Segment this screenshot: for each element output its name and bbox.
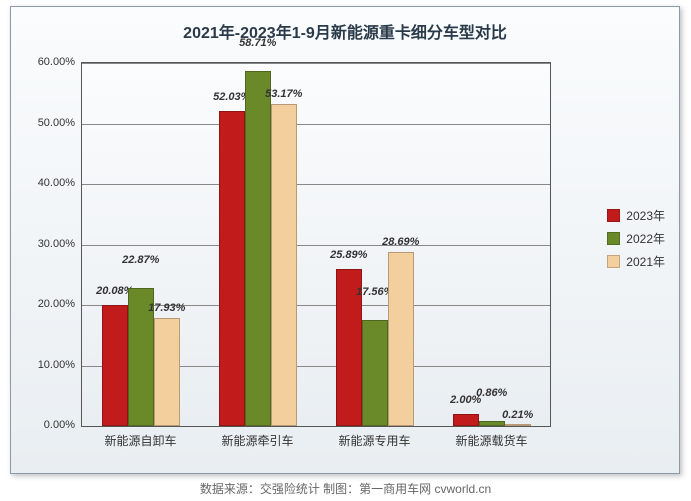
bar xyxy=(388,252,414,426)
legend-item: 2021年 xyxy=(607,253,665,270)
legend-item: 2022年 xyxy=(607,230,665,247)
ytick-label: 40.00% xyxy=(20,177,75,189)
ytick-label: 0.00% xyxy=(20,419,75,431)
xtick-label: 新能源牵引车 xyxy=(199,426,316,449)
xtick-label: 新能源自卸车 xyxy=(82,426,199,449)
bar-value-label: 22.87% xyxy=(122,254,159,266)
bar-group: 2.00%0.86%0.21%新能源载货车 xyxy=(433,63,550,426)
bar xyxy=(362,320,388,426)
footer-source: 数据来源：交强险统计 制图：第一商用车网 cvworld.cn xyxy=(0,480,691,497)
bar xyxy=(219,111,245,426)
legend: 2023年 2022年 2021年 xyxy=(607,207,665,276)
bar-value-label: 17.93% xyxy=(148,302,185,314)
xtick-label: 新能源载货车 xyxy=(433,426,550,449)
ytick-label: 60.00% xyxy=(20,56,75,68)
ytick-label: 50.00% xyxy=(20,117,75,129)
bar xyxy=(154,318,180,426)
legend-label: 2022年 xyxy=(626,230,665,247)
ytick-label: 20.00% xyxy=(20,298,75,310)
legend-label: 2023年 xyxy=(626,207,665,224)
xtick-label: 新能源专用车 xyxy=(316,426,433,449)
bar-group: 20.08%22.87%17.93%新能源自卸车 xyxy=(82,63,199,426)
bar-value-label: 25.89% xyxy=(330,249,367,261)
bar-value-label: 28.69% xyxy=(382,236,419,248)
chart-card: 2021年-2023年1-9月新能源重卡细分车型对比 20.08%22.87%1… xyxy=(10,6,680,474)
bar xyxy=(245,71,271,426)
legend-swatch xyxy=(607,232,620,245)
bar-value-label: 0.86% xyxy=(476,387,507,399)
bar-value-label: 58.71% xyxy=(239,37,276,49)
chart-title: 2021年-2023年1-9月新能源重卡细分车型对比 xyxy=(11,19,679,43)
legend-swatch xyxy=(607,209,620,222)
bar xyxy=(102,305,128,426)
image-root: 2021年-2023年1-9月新能源重卡细分车型对比 20.08%22.87%1… xyxy=(0,0,691,501)
ytick-label: 10.00% xyxy=(20,359,75,371)
ytick-label: 30.00% xyxy=(20,238,75,250)
bar-group: 52.03%58.71%53.17%新能源牵引车 xyxy=(199,63,316,426)
bar-group: 25.89%17.56%28.69%新能源专用车 xyxy=(316,63,433,426)
legend-item: 2023年 xyxy=(607,207,665,224)
bar xyxy=(271,104,297,426)
bar xyxy=(453,414,479,426)
bar-value-label: 53.17% xyxy=(265,88,302,100)
plot-area: 20.08%22.87%17.93%新能源自卸车52.03%58.71%53.1… xyxy=(81,62,551,427)
legend-swatch xyxy=(607,255,620,268)
bar-value-label: 0.21% xyxy=(502,409,533,421)
legend-label: 2021年 xyxy=(626,253,665,270)
